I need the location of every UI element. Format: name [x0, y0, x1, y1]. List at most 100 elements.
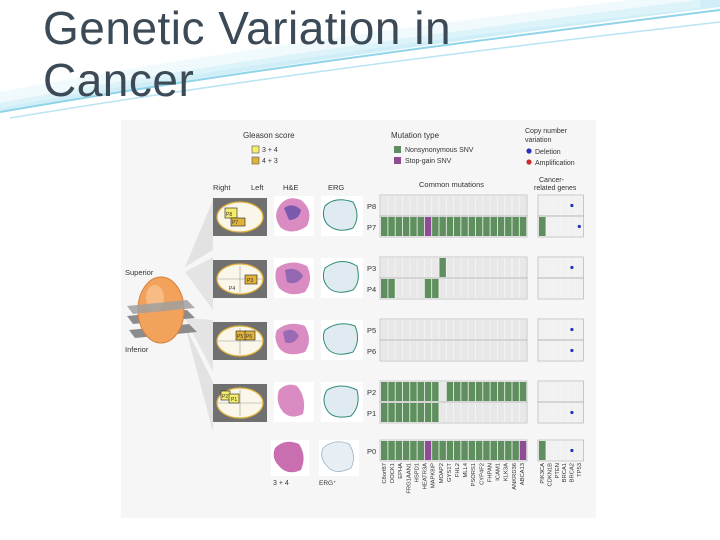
slide-title-line-1: Genetic Variation in	[43, 2, 452, 54]
nonsyn-snv-swatch	[394, 146, 401, 153]
cnv-cell	[553, 403, 561, 422]
mutation-cell	[468, 403, 476, 422]
mutation-cell	[468, 341, 476, 360]
genetic-variation-figure: Gleason score 3 + 4 4 + 3 Mutation type …	[121, 120, 596, 518]
mutation-cell	[410, 217, 417, 236]
cancer-gene-label: PTEN	[555, 463, 561, 478]
mutation-cell	[424, 279, 432, 298]
mutation-cell	[497, 441, 505, 460]
mutation-cell	[446, 382, 454, 401]
mutation-cell	[468, 441, 476, 460]
mutation-cell	[519, 441, 527, 460]
cnv-cell	[576, 382, 583, 401]
mutation-cell	[432, 279, 439, 298]
gleason-34-swatch	[251, 145, 260, 154]
cnv-cell	[539, 320, 546, 339]
gleason-43-swatch	[251, 156, 260, 165]
mutation-cell	[432, 341, 439, 360]
mutation-cell	[454, 320, 461, 339]
mutation-cell	[432, 258, 439, 277]
header-cancer-1: Cancer-	[539, 177, 565, 184]
deletion-dot	[570, 327, 574, 332]
cnv-row-frame	[537, 439, 584, 462]
mutation-cell	[410, 341, 417, 360]
cnv-cell	[539, 258, 546, 277]
tissue-label-p1: P1	[231, 397, 237, 403]
mutation-cell	[417, 258, 424, 277]
mutation-cell	[512, 279, 519, 298]
gleason-34-label: 3 + 4	[262, 147, 278, 154]
row-label-p2: P2	[367, 388, 376, 397]
mutation-cell	[468, 258, 476, 277]
mutation-cell	[512, 217, 519, 236]
mutation-cell	[424, 341, 432, 360]
mutation-cell	[439, 403, 446, 422]
cancer-gene-label: BRCA2	[570, 463, 576, 482]
mutation-cell	[497, 196, 505, 215]
mutation-cell	[402, 403, 410, 422]
mutation-cell	[439, 196, 446, 215]
mutation-cell	[512, 320, 519, 339]
common-gene-label: FHL2	[455, 463, 461, 477]
mutation-row-frame	[379, 339, 528, 362]
mutation-cell	[439, 258, 446, 277]
cnv-cell	[539, 382, 546, 401]
tissue-label-p3: P3	[247, 278, 253, 284]
mutation-cell	[395, 196, 403, 215]
cnv-cell	[539, 441, 546, 460]
mutation-cell	[381, 258, 388, 277]
cnv-cell	[561, 382, 568, 401]
mutation-cell	[424, 441, 432, 460]
mutation-cell	[424, 403, 432, 422]
mutation-cell	[475, 258, 483, 277]
mutation-cell	[490, 403, 497, 422]
cnv-cell	[576, 279, 583, 298]
mutation-cell	[468, 217, 476, 236]
mutation-cell	[461, 279, 468, 298]
mutation-cell	[519, 217, 527, 236]
mutation-cell	[497, 258, 505, 277]
mutation-cell	[461, 258, 468, 277]
nonsyn-snv-label: Nonsynonymous SNV	[405, 147, 474, 154]
mutation-cell	[490, 279, 497, 298]
deletion-dot	[570, 265, 574, 270]
deletion-dot	[570, 410, 574, 415]
mutation-cell	[395, 320, 403, 339]
mutation-cell	[512, 403, 519, 422]
mutation-cell	[505, 217, 512, 236]
deletion-dot	[570, 203, 574, 208]
common-gene-label: MLL4	[463, 462, 469, 477]
cnv-cell	[546, 403, 553, 422]
row-label-p0: P0	[367, 447, 376, 456]
mutation-cell	[475, 403, 483, 422]
mutation-cell	[512, 341, 519, 360]
mutation-cell	[519, 382, 527, 401]
mutation-cell	[475, 320, 483, 339]
mutation-cell	[483, 258, 490, 277]
cnv-row-frame	[537, 401, 584, 424]
mutation-cell	[446, 279, 454, 298]
mutation-cell	[410, 320, 417, 339]
gene-labels: C8orf87 DOCK1 EPHA FRG1AAN1 HSPD1 HEATR3A MAPK…	[382, 462, 583, 493]
mutation-cell	[417, 217, 424, 236]
cnv-cell	[576, 441, 583, 460]
mutation-cell	[519, 196, 527, 215]
mutation-cell	[461, 403, 468, 422]
slide-title: Genetic Variation in Cancer	[43, 2, 451, 106]
mutation-cell	[446, 341, 454, 360]
tissue-label-p7: P7	[232, 220, 238, 226]
cnv-cell	[553, 258, 561, 277]
cnv-cell	[546, 341, 553, 360]
gleason-heading: Gleason score	[243, 131, 295, 140]
mutation-cell	[490, 258, 497, 277]
header-right: Right	[213, 183, 231, 192]
footer-score-label: 3 + 4	[273, 480, 289, 487]
cnv-cell	[546, 258, 553, 277]
mutation-cell	[483, 217, 490, 236]
cnv-cell	[576, 196, 583, 215]
mutation-row-frame	[379, 401, 528, 424]
mutation-cell	[497, 320, 505, 339]
mutation-cell	[497, 382, 505, 401]
cnv-cell	[561, 403, 568, 422]
mutation-cell	[505, 320, 512, 339]
